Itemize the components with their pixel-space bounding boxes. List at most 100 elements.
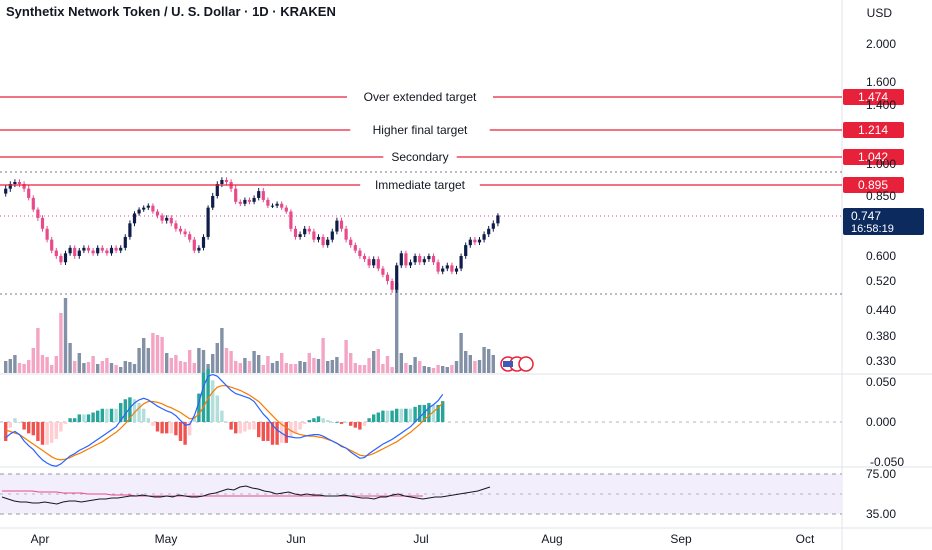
macd-histogram-bar xyxy=(201,372,206,422)
macd-histogram-bar xyxy=(128,397,132,422)
candle xyxy=(128,223,132,237)
candle xyxy=(22,184,26,189)
volume-bar xyxy=(17,363,22,373)
volume-bar xyxy=(54,356,58,373)
macd-histogram-bar xyxy=(261,422,265,441)
candle xyxy=(257,191,261,198)
volume-bar xyxy=(211,354,215,373)
rsi-tick: 35.00 xyxy=(866,507,896,521)
candle xyxy=(109,247,114,254)
volume-bar xyxy=(96,364,100,373)
volume-bar xyxy=(459,333,463,373)
macd-histogram-bar xyxy=(395,408,399,422)
volume-bar xyxy=(464,351,468,373)
macd-histogram-bar xyxy=(367,418,371,422)
volume-bar xyxy=(45,357,49,373)
current-price-label: 0.747 xyxy=(851,209,881,223)
volume-bar xyxy=(477,360,482,373)
volume-bar xyxy=(220,328,224,373)
candle xyxy=(335,220,339,232)
macd-histogram-bar xyxy=(436,404,440,422)
macd-histogram-bar xyxy=(169,422,173,434)
macd-histogram-bar xyxy=(427,403,431,422)
macd-tick: 0.000 xyxy=(866,415,896,429)
candle xyxy=(63,253,68,263)
candle xyxy=(224,180,229,182)
candle xyxy=(77,250,81,256)
macd-histogram-bar xyxy=(404,408,408,422)
time-tick: Oct xyxy=(796,532,815,546)
price-tick: 0.850 xyxy=(866,189,896,203)
volume-bar xyxy=(385,356,390,373)
macd-histogram-bar xyxy=(63,422,68,424)
volume-bar xyxy=(280,353,284,373)
macd-histogram-bar xyxy=(188,422,192,436)
candle xyxy=(82,247,86,251)
time-tick: Jun xyxy=(286,532,305,546)
candle xyxy=(436,262,440,272)
macd-histogram-bar xyxy=(418,404,422,422)
volume-bar xyxy=(358,365,362,373)
candle xyxy=(197,247,201,251)
volume-bar xyxy=(473,361,477,373)
candle xyxy=(215,184,219,196)
candle xyxy=(45,228,49,240)
macd-histogram-bar xyxy=(50,422,54,443)
macd-histogram-bar xyxy=(13,418,17,422)
volume-bar xyxy=(82,363,86,373)
volume-bar xyxy=(275,361,279,373)
volume-bar xyxy=(413,357,417,373)
candle xyxy=(206,207,210,237)
macd-histogram-bar xyxy=(408,408,413,422)
candle xyxy=(303,228,307,235)
price-tick: 1.600 xyxy=(866,75,896,89)
target-label-bg xyxy=(347,89,493,104)
macd-histogram-bar xyxy=(215,395,219,422)
candle xyxy=(431,256,436,263)
candle xyxy=(445,265,449,269)
macd-histogram-bar xyxy=(155,422,160,432)
volume-bar xyxy=(146,348,150,373)
candle xyxy=(422,259,426,263)
macd-histogram-bar xyxy=(376,412,380,422)
volume-bar xyxy=(404,363,408,373)
macd-histogram-bar xyxy=(77,414,81,422)
macd-histogram-bar xyxy=(100,408,104,422)
candle xyxy=(188,234,192,240)
candle xyxy=(372,259,376,266)
candle xyxy=(376,259,380,269)
volume-bar xyxy=(353,363,357,373)
volume-bar xyxy=(105,358,109,373)
volume-bar xyxy=(252,351,256,373)
candle xyxy=(151,205,155,212)
candle xyxy=(280,203,284,208)
candle xyxy=(13,182,17,184)
candles xyxy=(4,177,500,293)
volume-bar xyxy=(257,355,261,373)
volume-bar xyxy=(234,361,238,373)
candle xyxy=(477,239,482,243)
macd-histogram-bar xyxy=(165,422,169,434)
macd-histogram-bar xyxy=(339,422,344,424)
candle xyxy=(344,228,348,240)
volume-bar xyxy=(151,333,155,373)
macd-histogram-bar xyxy=(321,418,325,422)
macd-signal-line xyxy=(5,385,444,461)
volume-bar xyxy=(132,364,137,373)
volume-bar xyxy=(436,365,440,373)
rsi-pane: 75.00 35.00 xyxy=(1,467,896,521)
candle xyxy=(261,191,265,200)
rsi-tick: 75.00 xyxy=(866,467,896,481)
macd-histogram-bar xyxy=(105,408,109,422)
volume-bar xyxy=(349,353,353,373)
target-price-label: 1.474 xyxy=(858,90,888,104)
macd-histogram-bar xyxy=(192,416,196,422)
candle xyxy=(252,197,256,202)
volume-bar xyxy=(114,365,118,373)
macd-histogram-bar xyxy=(160,422,164,434)
candle xyxy=(275,203,279,206)
macd-histogram-bar xyxy=(68,418,72,422)
volume-bar xyxy=(298,361,302,373)
volume-bar xyxy=(201,350,206,373)
candle xyxy=(390,281,394,290)
